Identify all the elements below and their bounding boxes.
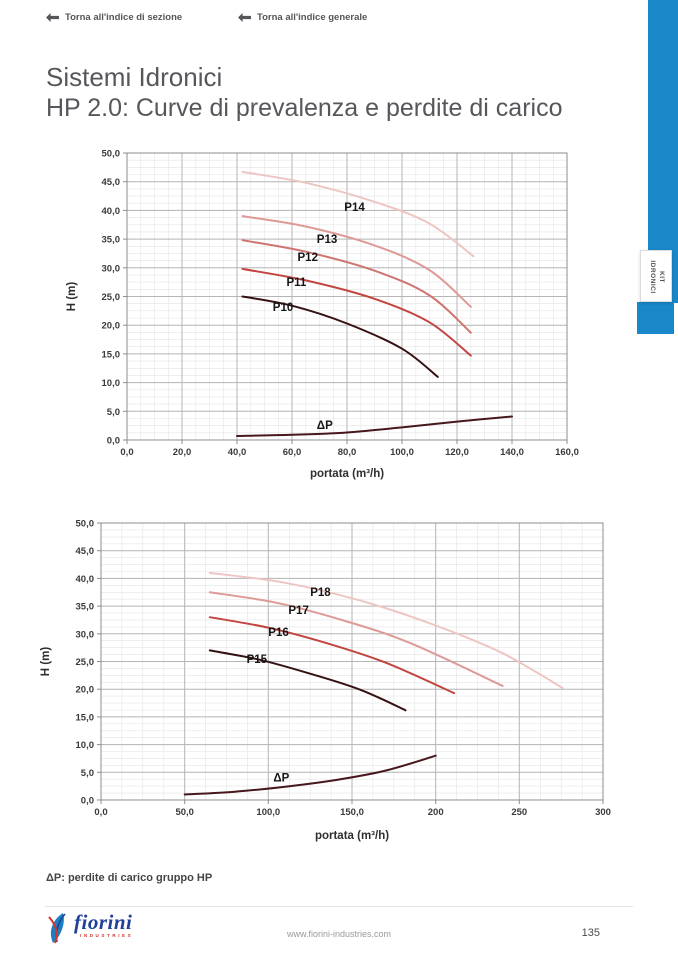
- svg-text:0,0: 0,0: [120, 447, 133, 458]
- svg-text:100,0: 100,0: [390, 447, 414, 458]
- nav-link-label: Torna all'indice di sezione: [65, 12, 183, 23]
- fiorini-logo-mark-icon: [48, 913, 66, 944]
- svg-text:200: 200: [428, 807, 444, 818]
- logo-subtitle: INDUSTRIES: [80, 933, 134, 938]
- svg-text:30,0: 30,0: [76, 629, 95, 640]
- footer-website-url: www.fiorini-industries.com: [286, 929, 392, 939]
- svg-text:10,0: 10,0: [102, 378, 121, 389]
- svg-text:25,0: 25,0: [102, 292, 121, 303]
- svg-text:P12: P12: [298, 252, 318, 264]
- svg-text:50,0: 50,0: [175, 807, 194, 818]
- svg-text:20,0: 20,0: [102, 321, 121, 332]
- svg-text:ΔP: ΔP: [273, 773, 289, 785]
- svg-text:250: 250: [511, 807, 527, 818]
- page-title: Sistemi Idronici: [46, 62, 223, 92]
- svg-text:160,0: 160,0: [555, 447, 579, 458]
- svg-text:80,0: 80,0: [338, 447, 357, 458]
- svg-text:P15: P15: [247, 654, 268, 666]
- page-subtitle: HP 2.0: Curve di prevalenza e perdite di…: [46, 94, 563, 122]
- svg-text:50,0: 50,0: [76, 519, 95, 530]
- svg-text:P14: P14: [344, 202, 365, 214]
- svg-text:10,0: 10,0: [76, 740, 95, 751]
- svg-text:40,0: 40,0: [228, 447, 247, 458]
- svg-text:H (m): H (m): [40, 647, 52, 677]
- back-arrow-icon: [46, 13, 59, 22]
- svg-text:ΔP: ΔP: [317, 420, 333, 432]
- svg-text:0,0: 0,0: [94, 807, 107, 818]
- svg-text:P10: P10: [273, 302, 293, 314]
- section-tab-kit-idronici[interactable]: KIT IDRONICI: [640, 250, 672, 302]
- pump-curves-chart-p15-p18: P18 P17 P16 P15 ΔP 0,0 50,0 100,0 150,0 200 250 300…: [30, 513, 640, 850]
- svg-text:15,0: 15,0: [102, 349, 121, 360]
- nav-link-section-index[interactable]: Torna all'indice di sezione: [46, 12, 182, 23]
- svg-text:H (m): H (m): [66, 282, 78, 312]
- section-color-strip-bottom: [637, 302, 674, 334]
- fiorini-logo: fiorini INDUSTRIES: [45, 912, 133, 944]
- fiorini-logo-text: fiorini INDUSTRIES: [74, 912, 133, 939]
- svg-text:5,0: 5,0: [107, 407, 120, 418]
- svg-text:40,0: 40,0: [76, 574, 95, 585]
- svg-text:30,0: 30,0: [102, 263, 121, 274]
- svg-text:P18: P18: [310, 587, 331, 599]
- svg-text:0,0: 0,0: [81, 796, 94, 807]
- back-arrow-icon: [238, 13, 251, 22]
- svg-text:45,0: 45,0: [76, 546, 95, 557]
- svg-text:P13: P13: [317, 234, 337, 246]
- section-tab-label: KIT IDRONICI: [649, 260, 665, 294]
- svg-text:P16: P16: [268, 627, 288, 639]
- svg-text:140,0: 140,0: [500, 447, 524, 458]
- svg-text:P17: P17: [288, 605, 308, 617]
- svg-text:300: 300: [595, 807, 611, 818]
- logo-name: fiorini: [74, 910, 133, 934]
- nav-link-label: Torna all'indice generale: [257, 12, 368, 23]
- svg-text:portata (m³/h): portata (m³/h): [310, 468, 384, 480]
- svg-text:35,0: 35,0: [76, 602, 95, 613]
- svg-text:P11: P11: [287, 277, 307, 289]
- svg-text:150,0: 150,0: [340, 807, 364, 818]
- svg-text:100,0: 100,0: [256, 807, 280, 818]
- svg-text:5,0: 5,0: [81, 768, 94, 779]
- svg-text:120,0: 120,0: [445, 447, 469, 458]
- svg-text:50,0: 50,0: [102, 149, 121, 160]
- delta-p-note: ΔP: perdite di carico gruppo HP: [46, 872, 213, 884]
- svg-text:45,0: 45,0: [102, 177, 121, 188]
- svg-text:0,0: 0,0: [107, 436, 120, 447]
- svg-text:25,0: 25,0: [76, 657, 95, 668]
- svg-text:15,0: 15,0: [76, 712, 95, 723]
- svg-text:20,0: 20,0: [76, 685, 95, 696]
- chart-svg: P14 P13 P12 P11 P10 ΔP 0,0 20,0 40,0 60,0 80,0 100,…: [66, 149, 579, 481]
- svg-text:20,0: 20,0: [173, 447, 192, 458]
- svg-text:40,0: 40,0: [102, 206, 121, 217]
- svg-text:portata (m³/h): portata (m³/h): [315, 830, 389, 842]
- footer-divider: [45, 906, 633, 907]
- svg-text:35,0: 35,0: [102, 235, 121, 246]
- pump-curves-chart-p10-p14: P14 P13 P12 P11 P10 ΔP 0,0 20,0 40,0 60,0 80,0 100,…: [40, 143, 600, 488]
- svg-text:60,0: 60,0: [283, 447, 302, 458]
- nav-link-general-index[interactable]: Torna all'indice generale: [238, 12, 367, 23]
- page-number: 135: [581, 927, 600, 939]
